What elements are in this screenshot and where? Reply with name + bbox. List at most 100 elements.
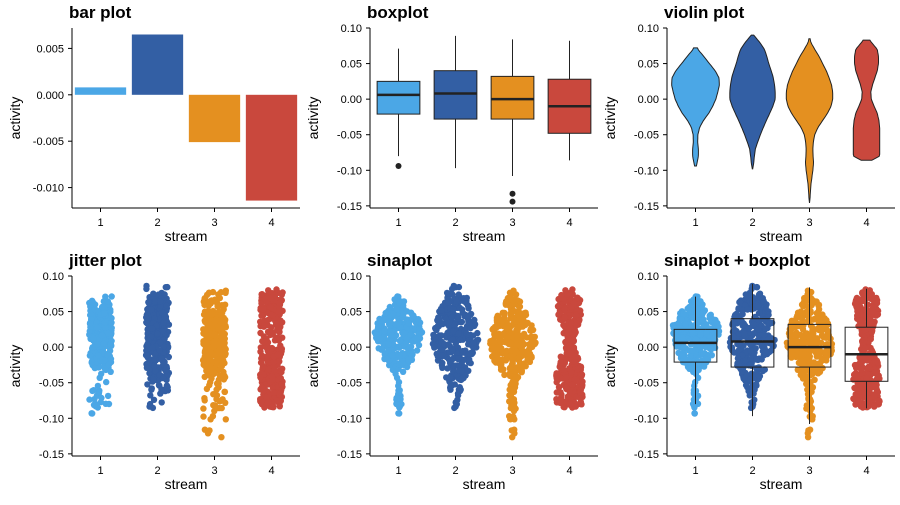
sina-point bbox=[858, 366, 865, 373]
jitter-point bbox=[259, 364, 266, 372]
jitter-point bbox=[164, 384, 171, 391]
sina-point bbox=[413, 347, 421, 354]
y-tick-label: 0.05 bbox=[341, 59, 362, 71]
sina-point bbox=[799, 351, 806, 358]
jitter-point bbox=[101, 310, 108, 317]
sina-point bbox=[699, 309, 706, 317]
x-tick-label: 1 bbox=[395, 465, 401, 477]
sina-point bbox=[467, 324, 474, 332]
sina-point bbox=[388, 332, 396, 339]
sina-point bbox=[755, 372, 762, 379]
sina-point bbox=[753, 356, 760, 363]
y-axis-label: activity bbox=[602, 97, 618, 140]
y-tick-label: 0.05 bbox=[638, 307, 659, 319]
jitter-point bbox=[208, 364, 216, 372]
sina-point bbox=[809, 316, 817, 323]
jitter-points-stream-3 bbox=[199, 287, 229, 441]
jitter-point bbox=[257, 329, 264, 337]
x-tick-label: 3 bbox=[806, 217, 812, 229]
jitter-point bbox=[144, 381, 151, 388]
sina-point bbox=[508, 341, 515, 348]
jitter-point bbox=[102, 325, 109, 332]
jitter-point bbox=[271, 366, 278, 373]
jitter-point bbox=[102, 400, 110, 407]
sina-point bbox=[745, 324, 753, 332]
sina-point bbox=[813, 298, 820, 305]
sina-point bbox=[395, 319, 402, 327]
x-tick-label: 2 bbox=[749, 465, 755, 477]
sina-point bbox=[464, 313, 471, 321]
sina-point bbox=[875, 397, 882, 405]
sina-point bbox=[432, 325, 439, 332]
jitter-point bbox=[270, 359, 277, 366]
jitter-point bbox=[101, 365, 109, 372]
sina-point bbox=[555, 383, 563, 391]
sina-point bbox=[499, 309, 506, 316]
jitter-point bbox=[276, 358, 283, 365]
jitter-point bbox=[200, 413, 207, 420]
sina-point bbox=[561, 306, 568, 313]
sina-point bbox=[562, 338, 569, 346]
jitter-point bbox=[219, 325, 227, 332]
jitter-point bbox=[147, 392, 154, 399]
jitter-point bbox=[143, 285, 150, 293]
sina-point bbox=[430, 331, 437, 339]
panel-title: boxplot bbox=[367, 3, 429, 22]
sina-point bbox=[813, 353, 820, 360]
sina-point bbox=[735, 346, 743, 354]
sina-points-stream-3 bbox=[487, 287, 539, 441]
jitter-point bbox=[149, 344, 156, 351]
sina-point bbox=[753, 381, 760, 388]
jitter-point bbox=[155, 381, 163, 389]
jitter-point bbox=[95, 352, 102, 359]
jitter-point bbox=[268, 311, 275, 318]
sina-point bbox=[787, 348, 795, 356]
jitter-point bbox=[152, 298, 159, 305]
sina-point bbox=[808, 416, 815, 423]
sina-point bbox=[702, 355, 709, 363]
sina-point bbox=[511, 426, 518, 433]
sina-point bbox=[861, 389, 868, 396]
sina-point bbox=[688, 314, 696, 321]
sina-point bbox=[690, 400, 698, 408]
y-tick-label: -0.10 bbox=[634, 413, 659, 425]
jitter-point bbox=[95, 389, 103, 396]
y-tick-label: -0.10 bbox=[337, 413, 362, 425]
sina-point bbox=[495, 317, 502, 324]
sina-point bbox=[678, 334, 686, 341]
sina-point bbox=[464, 302, 472, 309]
sina-point bbox=[828, 340, 836, 348]
sina-point bbox=[400, 329, 407, 337]
sina-point bbox=[523, 334, 531, 341]
sina-point bbox=[395, 343, 402, 351]
jitter-points-stream-4 bbox=[257, 286, 286, 411]
sina-point bbox=[445, 299, 452, 307]
jitter-point bbox=[156, 298, 164, 305]
sina-point bbox=[867, 335, 874, 343]
sina-points-stream-2 bbox=[726, 282, 778, 412]
jitter-point bbox=[273, 320, 281, 327]
sina-point bbox=[447, 381, 454, 389]
panel-3: violin plot 0.10 0.05 0.00 -0.05 -0.10 -0.15 1 2… bbox=[602, 3, 895, 244]
sina-point bbox=[513, 318, 520, 325]
sina-point bbox=[571, 358, 579, 365]
sina-point bbox=[450, 306, 457, 313]
jitter-point bbox=[98, 332, 106, 339]
y-axis-label: activity bbox=[7, 97, 23, 140]
sina-point bbox=[385, 341, 392, 348]
x-tick-label: 3 bbox=[806, 465, 812, 477]
x-axis-label: stream bbox=[760, 228, 803, 244]
sina-point bbox=[445, 341, 452, 348]
sina-point bbox=[465, 350, 473, 358]
sina-point bbox=[728, 344, 736, 351]
sina-point bbox=[437, 346, 445, 354]
sina-point bbox=[730, 333, 738, 340]
jitter-point bbox=[104, 392, 112, 400]
sina-point bbox=[460, 374, 467, 382]
bar-stream-1 bbox=[74, 87, 127, 95]
y-tick-label: -0.005 bbox=[33, 136, 64, 148]
jitter-point bbox=[211, 370, 218, 377]
jitter-point bbox=[275, 337, 283, 344]
sina-point bbox=[808, 404, 815, 412]
